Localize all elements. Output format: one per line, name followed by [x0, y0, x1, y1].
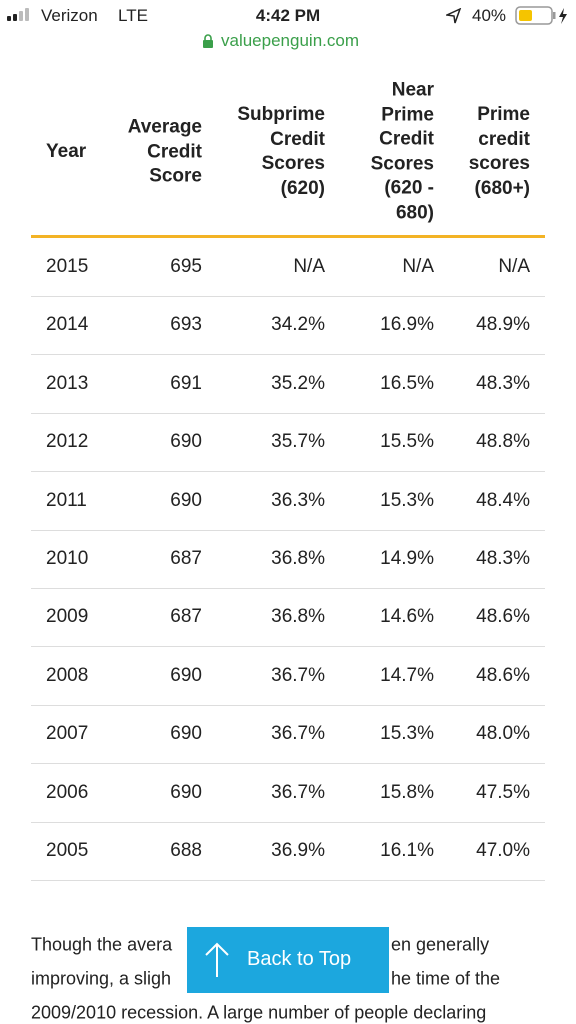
- value-cell: 48.0%: [476, 723, 530, 745]
- year-cell: 2015: [46, 256, 89, 277]
- value-cell: 14.9%: [380, 548, 434, 569]
- row-divider: [31, 763, 545, 765]
- value-cell: 688: [170, 840, 202, 861]
- row-divider: [31, 471, 545, 473]
- paragraph-text: en generally: [391, 934, 490, 955]
- year-cell: 2014: [46, 314, 89, 336]
- column-header: Average Credit Score: [127, 116, 202, 187]
- year-cell: 2011: [46, 489, 87, 511]
- value-cell: 36.7%: [271, 723, 325, 745]
- value-cell: 695: [170, 256, 202, 277]
- value-cell: N/A: [293, 256, 325, 277]
- signal-icon: [7, 8, 29, 21]
- row-divider: [31, 821, 545, 823]
- year-cell: 2008: [46, 664, 89, 686]
- year-cell: 2013: [46, 372, 89, 394]
- value-cell: 36.7%: [271, 664, 325, 686]
- value-cell: 48.3%: [476, 372, 530, 394]
- value-cell: 14.6%: [380, 606, 434, 628]
- year-cell: 2005: [46, 840, 89, 861]
- value-cell: 35.7%: [271, 431, 325, 453]
- column-header: Year: [46, 140, 87, 162]
- value-cell: 15.3%: [380, 489, 434, 511]
- value-cell: 687: [170, 548, 202, 569]
- value-cell: 15.5%: [380, 431, 434, 453]
- value-cell: 47.0%: [476, 840, 530, 861]
- year-cell: 2007: [46, 723, 89, 745]
- value-cell: 47.5%: [476, 781, 530, 803]
- location-icon: [446, 8, 462, 24]
- column-header: Near Prime Credit Scores (620 - 680): [370, 79, 434, 224]
- value-cell: 14.7%: [380, 664, 434, 686]
- battery-icon: [515, 6, 567, 25]
- value-cell: 16.9%: [380, 314, 434, 336]
- value-cell: 690: [170, 723, 202, 745]
- year-cell: 2006: [46, 781, 89, 803]
- row-divider: [31, 412, 545, 414]
- time: 4:42 PM: [255, 6, 321, 25]
- paragraph-text: Though the avera: [31, 934, 173, 955]
- value-cell: 690: [170, 664, 202, 686]
- row-divider: [31, 529, 545, 531]
- value-cell: 15.3%: [380, 723, 434, 745]
- year-cell: 2012: [46, 431, 89, 453]
- value-cell: N/A: [498, 256, 530, 277]
- value-cell: 690: [170, 781, 202, 803]
- value-cell: 36.3%: [271, 489, 325, 511]
- paragraph-text: 2009/2010 recession. A large number of p…: [31, 1002, 487, 1023]
- url: valuepenguin.com: [221, 31, 359, 50]
- paragraph-text: improving, a sligh: [31, 968, 172, 989]
- value-cell: 691: [170, 372, 202, 394]
- carrier: Verizon: [41, 6, 98, 25]
- value-cell: 35.2%: [271, 372, 325, 394]
- value-cell: 48.4%: [476, 489, 530, 511]
- status-bar: Verizon LTE 4:42 PM 40%: [0, 0, 576, 30]
- column-header: Prime credit scores (680+): [468, 104, 530, 199]
- year-cell: 2009: [46, 606, 89, 628]
- value-cell: 48.6%: [476, 606, 530, 628]
- value-cell: 48.6%: [476, 664, 530, 686]
- column-header: Subprime Credit Scores (620): [237, 104, 325, 199]
- value-cell: 48.8%: [476, 431, 530, 453]
- value-cell: 36.8%: [271, 548, 325, 569]
- row-divider: [31, 880, 545, 881]
- header-underline: [31, 235, 545, 238]
- value-cell: 48.9%: [476, 314, 530, 336]
- value-cell: 16.5%: [380, 372, 434, 394]
- row-divider: [31, 588, 545, 589]
- row-divider: [31, 354, 545, 356]
- lock-icon: [203, 34, 213, 48]
- address-bar[interactable]: valuepenguin.com: [0, 30, 576, 52]
- value-cell: 36.8%: [271, 606, 325, 628]
- value-cell: 16.1%: [380, 840, 434, 861]
- row-divider: [31, 296, 545, 297]
- value-cell: 690: [170, 489, 202, 511]
- paragraph-text: he time of the: [391, 968, 501, 989]
- value-cell: 687: [170, 606, 202, 628]
- value-cell: 48.3%: [476, 548, 530, 569]
- battery-percent: 40%: [472, 6, 507, 25]
- row-divider: [31, 704, 545, 706]
- up-arrow-icon: [205, 942, 229, 977]
- value-cell: 34.2%: [271, 314, 325, 336]
- back-to-top-label: Back to Top: [247, 948, 352, 970]
- paragraph: Though the avera en generally improving, a…: [0, 900, 576, 1024]
- value-cell: 693: [170, 314, 202, 336]
- network: LTE: [118, 6, 148, 25]
- value-cell: 36.7%: [271, 781, 325, 803]
- data-table: Year Average Credit Score Subprime Credit …: [31, 79, 545, 881]
- value-cell: N/A: [402, 256, 434, 277]
- value-cell: 15.8%: [380, 781, 434, 803]
- year-cell: 2010: [46, 548, 89, 569]
- back-to-top-button[interactable]: Back to Top: [187, 927, 389, 993]
- value-cell: 690: [170, 431, 202, 453]
- value-cell: 36.9%: [271, 840, 325, 861]
- row-divider: [31, 646, 545, 648]
